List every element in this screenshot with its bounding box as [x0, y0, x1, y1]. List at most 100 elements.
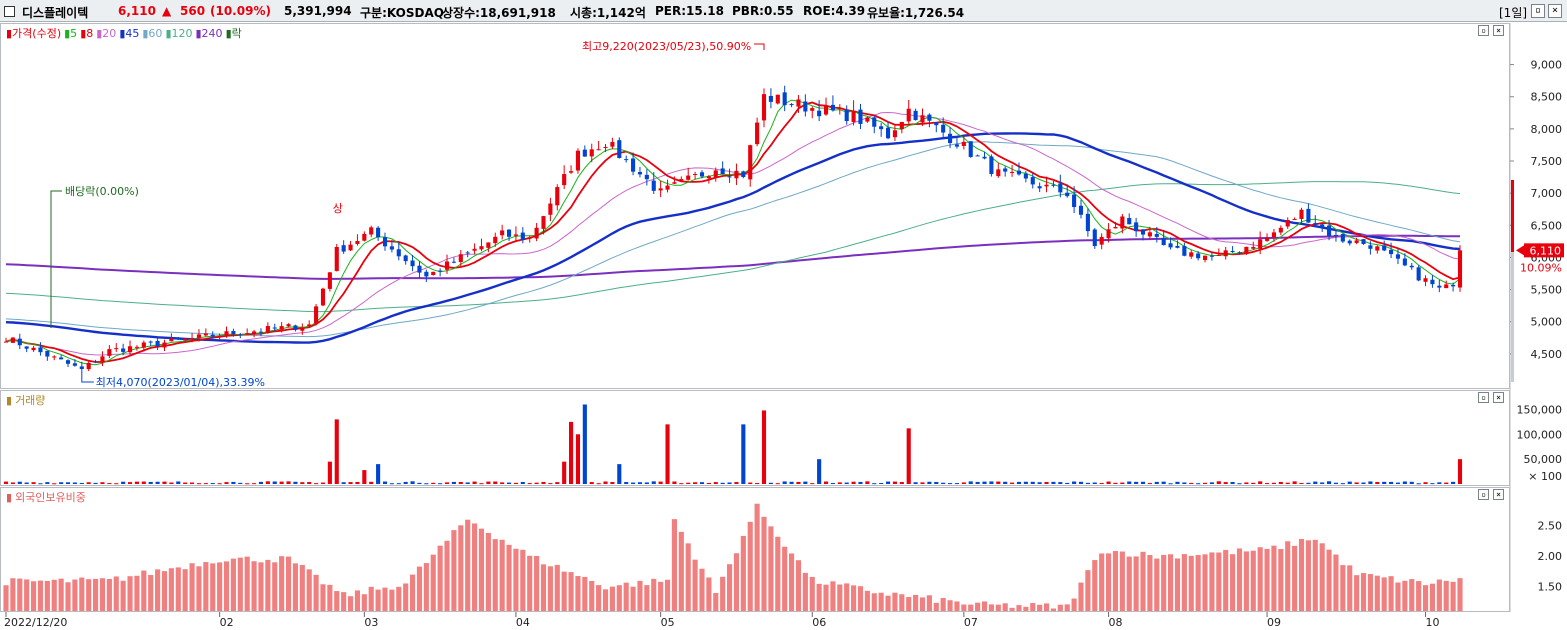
- candle-body: [424, 271, 429, 277]
- foreign-ratio-bar: [155, 569, 161, 611]
- candle-body: [954, 144, 960, 147]
- volume-bar: [403, 481, 408, 484]
- volume-bar: [534, 482, 539, 484]
- candle-body: [1299, 209, 1304, 219]
- foreign-ratio-bar: [988, 604, 994, 611]
- foreign-ratio-bar: [1271, 545, 1277, 611]
- foreign-ratio-bar: [279, 556, 285, 611]
- foreign-ratio-bar: [864, 590, 870, 611]
- candle-body: [1333, 234, 1339, 236]
- foreign-ratio-bar: [830, 581, 836, 611]
- candle-body: [86, 362, 91, 370]
- period-selector[interactable]: [1일]: [1499, 6, 1528, 20]
- volume-bar: [1430, 483, 1435, 485]
- foreign-ratio-bar: [554, 564, 560, 611]
- volume-bar: [24, 482, 29, 484]
- foreign-ratio-bar: [141, 570, 147, 611]
- x-tick-label: 02: [220, 616, 234, 629]
- foreign-ratio-bar: [30, 581, 37, 611]
- restore-icon[interactable]: ▫: [1531, 4, 1545, 18]
- foreign-ratio-bar: [630, 586, 636, 611]
- foreign-ratio-bar: [1436, 579, 1442, 611]
- panel-maximize-icon[interactable]: ▫: [1478, 25, 1489, 36]
- foreign-ratio-bar: [940, 598, 946, 611]
- candle-body: [968, 141, 973, 157]
- price-range-bar: [1511, 180, 1514, 382]
- foreign-ratio-bar: [816, 583, 822, 611]
- candle-body: [934, 122, 939, 126]
- volume-bar: [1389, 481, 1394, 484]
- candle-body: [1237, 252, 1242, 254]
- candle-body: [24, 346, 29, 349]
- volume-bar: [38, 483, 43, 485]
- candle-body: [1051, 184, 1056, 186]
- volume-panel-maximize-icon[interactable]: ▫: [1478, 392, 1489, 403]
- volume-bar: [1285, 482, 1290, 484]
- volume-bar: [631, 482, 636, 484]
- foreign-ratio-bar: [906, 597, 912, 611]
- volume-bar: [272, 481, 277, 484]
- x-tick-label: 04: [516, 616, 530, 629]
- candle-body: [1327, 225, 1332, 237]
- volume-bar: [3, 481, 9, 484]
- foreign-ratio-bar: [602, 589, 609, 611]
- price-tick-label: 7,500: [1531, 155, 1563, 168]
- foreign-ratio-bar: [1140, 551, 1146, 611]
- volume-bar: [1368, 481, 1373, 484]
- foreign-ratio-bar: [1243, 551, 1249, 611]
- volume-bar: [417, 482, 422, 484]
- price-legend-item: ▮8: [80, 27, 94, 40]
- volume-bar: [1023, 481, 1028, 484]
- foreign-ratio-bar: [1050, 608, 1057, 611]
- foreign-ratio-bar: [1105, 553, 1112, 611]
- candle-body: [603, 147, 608, 149]
- volume-bar: [1340, 483, 1345, 485]
- trade-volume: 5,391,994: [284, 4, 352, 18]
- volume-bar: [934, 481, 939, 484]
- foreign-ratio-bar: [175, 567, 181, 611]
- candle-body: [644, 174, 649, 180]
- candle-body: [1306, 208, 1311, 223]
- candle-body: [1065, 192, 1070, 197]
- candle-body: [389, 246, 394, 250]
- close-icon[interactable]: ×: [1548, 4, 1562, 18]
- volume-bar: [369, 481, 374, 484]
- volume-bar: [1299, 482, 1304, 484]
- volume-bar: [472, 481, 477, 484]
- candle-body: [761, 94, 767, 121]
- volume-bar: [768, 482, 773, 484]
- foreign-ratio-bar: [1298, 539, 1305, 611]
- foreign-ratio-bar: [1016, 605, 1022, 611]
- high-annotation: 최고9,220(2023/05/23),50.90%: [582, 40, 751, 53]
- foreign-ratio-bar: [520, 549, 526, 611]
- candle-body: [1264, 237, 1270, 241]
- candle-body: [892, 130, 897, 138]
- foreign-ratio-bar: [713, 593, 719, 611]
- candle-body: [52, 356, 57, 358]
- panel-close-icon[interactable]: ×: [1493, 25, 1504, 36]
- foreign-ratio-bar: [44, 580, 50, 611]
- foreign-panel-close-icon[interactable]: ×: [1493, 489, 1504, 500]
- volume-bar: [975, 481, 980, 484]
- volume-bar: [1044, 481, 1049, 484]
- foreign-ratio-bar: [237, 557, 243, 611]
- low-annotation: 최저4,070(2023/01/04),33.39%: [96, 376, 265, 389]
- candle-body: [341, 245, 346, 252]
- candle-body: [617, 140, 622, 158]
- price-change: 560: [180, 4, 206, 18]
- foreign-ratio-bar: [17, 578, 23, 611]
- volume-bar: [1099, 482, 1104, 484]
- candle-body: [748, 145, 753, 180]
- candle-body: [961, 141, 966, 146]
- select-checkbox[interactable]: [4, 6, 15, 17]
- foreign-ratio-bar: [1402, 580, 1408, 611]
- volume-bar: [1065, 482, 1070, 484]
- volume-panel-close-icon[interactable]: ×: [1493, 392, 1504, 403]
- candle-body: [396, 249, 401, 257]
- volume-bar: [431, 482, 436, 484]
- foreign-panel-maximize-icon[interactable]: ▫: [1478, 489, 1489, 500]
- volume-legend-label: 거래량: [15, 394, 46, 407]
- volume-bar: [672, 481, 677, 484]
- candle-body: [1030, 177, 1035, 185]
- foreign-ratio-bar: [334, 591, 340, 611]
